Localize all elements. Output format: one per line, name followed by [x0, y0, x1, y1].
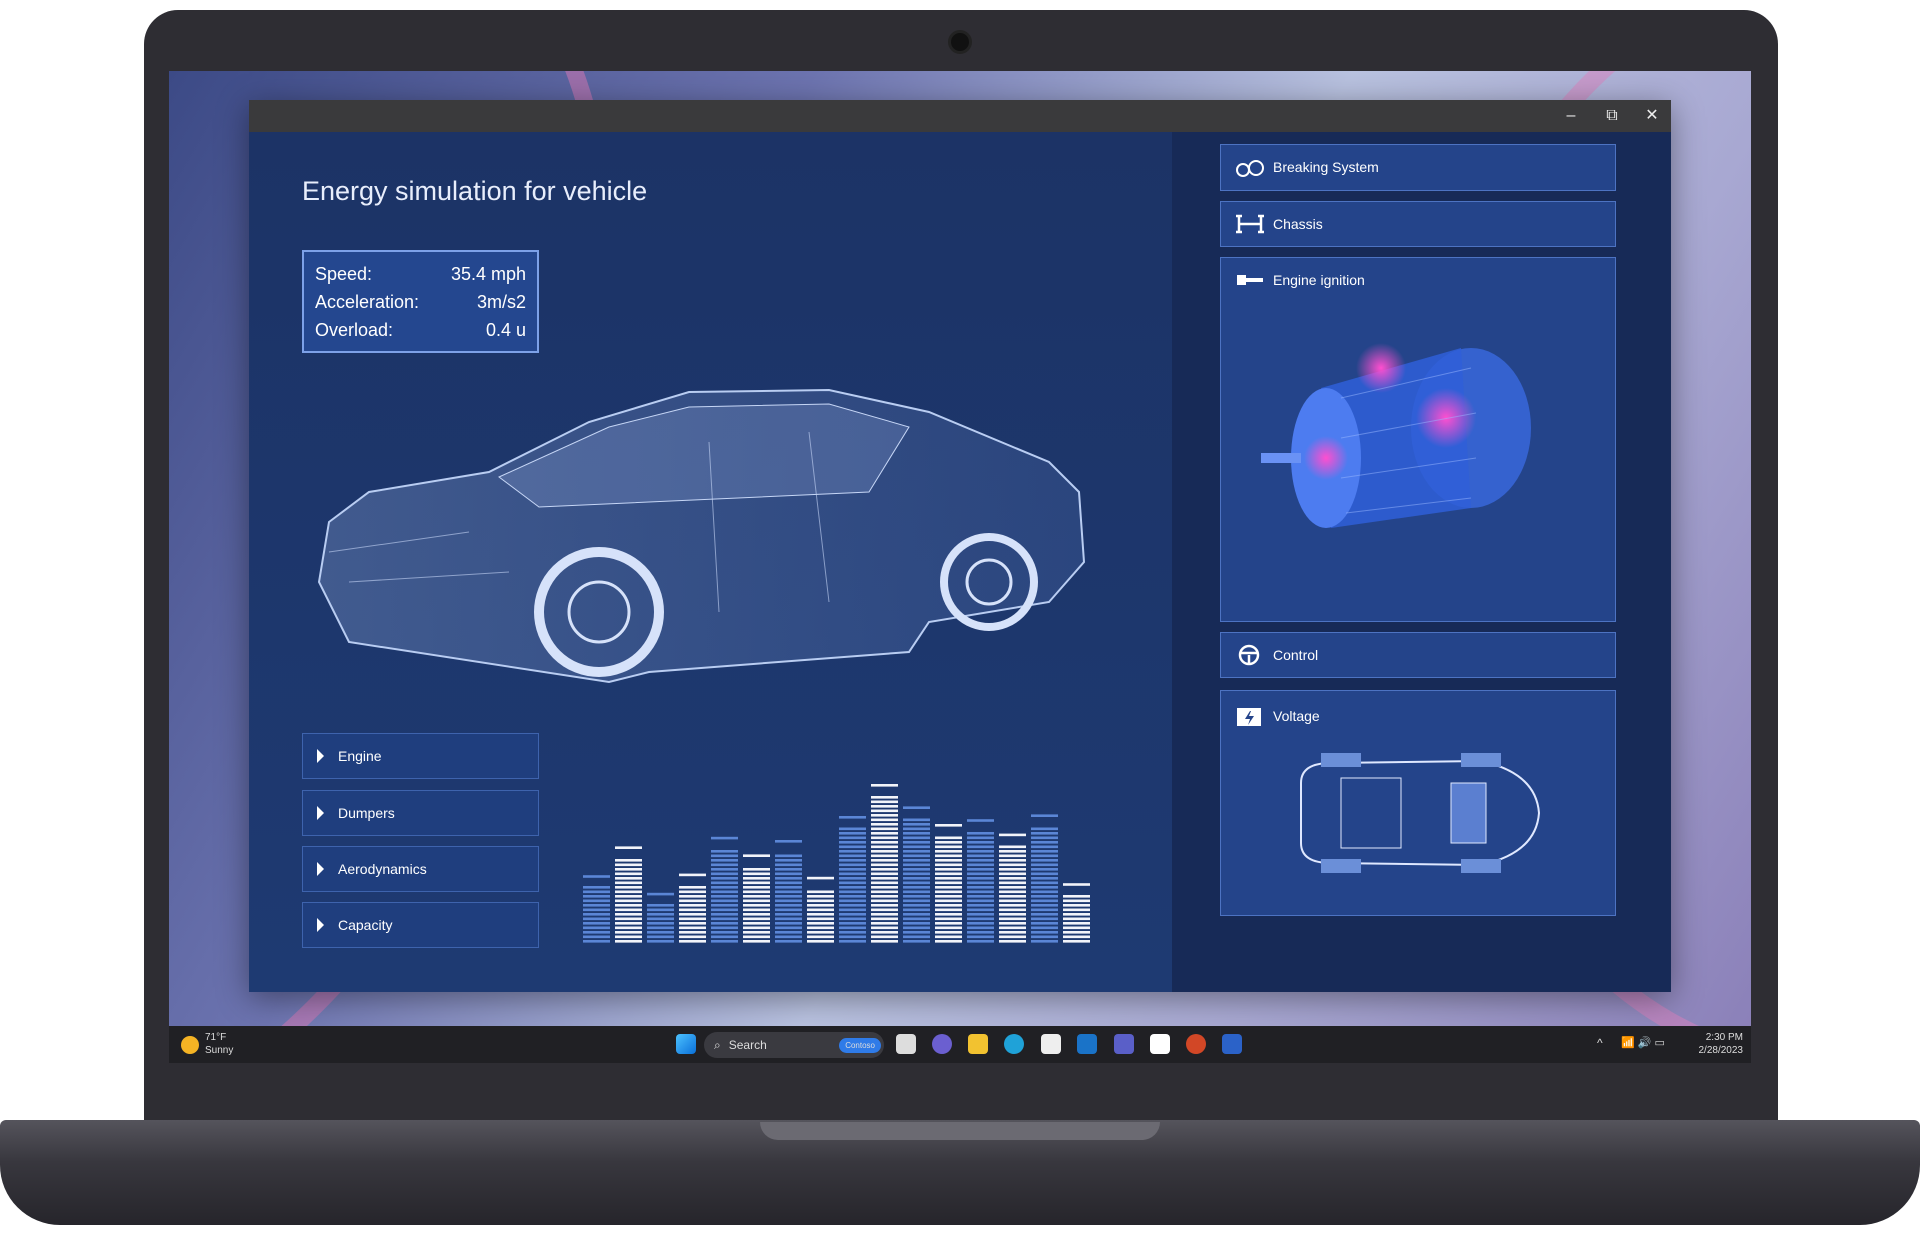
start-icon[interactable] [676, 1034, 696, 1054]
car-top-view-image [1300, 753, 1541, 873]
stat-label: Overload: [315, 320, 394, 340]
stat-value: 3m/s2 [476, 292, 526, 312]
equalizer-bar [903, 806, 930, 943]
search-icon: ⌕ [714, 1037, 721, 1052]
motor-image [1261, 343, 1531, 528]
expand-icon [317, 862, 324, 876]
panel-engine-ignition[interactable]: Engine ignition [1220, 257, 1616, 622]
equalizer-bar [935, 824, 962, 943]
panel-control[interactable]: Control [1220, 632, 1616, 678]
equalizer-bar [583, 875, 610, 943]
desktop-screen: – ⧉ ✕ Energy simulation for vehicle Spee… [169, 71, 1751, 1063]
expand-icon [317, 749, 324, 763]
equalizer-bar [871, 784, 898, 943]
panel-label: Control [1273, 647, 1319, 663]
panel-voltage[interactable]: Voltage [1220, 690, 1616, 916]
section-label: Engine [338, 748, 382, 764]
ignition-icon [1237, 275, 1263, 285]
panel-label: Engine ignition [1273, 272, 1365, 288]
search-badge[interactable]: Contoso [839, 1037, 881, 1053]
teams-chat-icon[interactable] [932, 1034, 952, 1054]
webcam [948, 30, 972, 54]
stat-label: Acceleration: [315, 292, 420, 312]
store-icon[interactable] [1041, 1034, 1061, 1054]
clock-date[interactable]: 2/28/2023 [1698, 1045, 1744, 1056]
equalizer-bar [615, 846, 642, 943]
section-capacity[interactable]: Capacity [302, 902, 539, 948]
panel-chassis[interactable]: Chassis [1220, 201, 1616, 247]
stat-speed: Speed: 35.4 mph [315, 264, 526, 292]
weather-desc: Sunny [205, 1045, 234, 1056]
section-label: Dumpers [338, 805, 395, 821]
powerpoint-icon[interactable] [1186, 1034, 1206, 1054]
equalizer-bar [1063, 883, 1090, 943]
minimize-button[interactable]: – [1566, 107, 1576, 124]
stat-overload: Overload: 0.4 u [315, 320, 526, 348]
battery-icon [1237, 708, 1261, 726]
car-xray-image [317, 388, 1086, 684]
equalizer-bar [807, 876, 834, 943]
page-title: Energy simulation for vehicle [302, 176, 648, 206]
edge-icon[interactable] [1004, 1034, 1024, 1054]
equalizer-bar [647, 892, 674, 943]
equalizer-bar [679, 873, 706, 943]
stat-acceleration: Acceleration: 3m/s2 [315, 292, 526, 320]
panel-label: Voltage [1273, 708, 1320, 724]
close-button[interactable]: ✕ [1645, 107, 1659, 124]
simulation-pane: Energy simulation for vehicle Speed: 35.4… [249, 132, 1172, 992]
restore-button[interactable]: ⧉ [1606, 107, 1618, 124]
equalizer-chart [583, 784, 1090, 943]
app-icon[interactable] [1150, 1034, 1170, 1054]
panel-label: Chassis [1273, 216, 1323, 232]
show-hidden-icons[interactable]: ^ [1597, 1036, 1603, 1050]
stat-value: 0.4 u [485, 320, 526, 340]
components-pane: Breaking System Chassis Engine ignition … [1172, 132, 1671, 992]
app-window: – ⧉ ✕ Energy simulation for vehicle Spee… [249, 100, 1671, 992]
steering-wheel-icon [1238, 644, 1260, 666]
stat-value: 35.4 mph [450, 264, 526, 284]
section-dumpers[interactable]: Dumpers [302, 790, 539, 836]
equalizer-bar [711, 836, 738, 943]
taskbar: 71°F Sunny ⌕ Search Contoso ^ 📶 🔊 ▭ 2:30 … [169, 1026, 1751, 1063]
outlook-icon[interactable] [1077, 1034, 1097, 1054]
panel-label: Breaking System [1273, 159, 1379, 175]
chassis-icon [1236, 214, 1264, 234]
weather-sun-icon[interactable] [181, 1036, 199, 1054]
equalizer-bar [999, 833, 1026, 943]
expand-icon [317, 918, 324, 932]
section-label: Capacity [338, 917, 393, 933]
word-icon[interactable] [1222, 1034, 1242, 1054]
search-box[interactable]: ⌕ Search Contoso [704, 1032, 884, 1058]
search-placeholder: Search [728, 1038, 767, 1052]
equalizer-bar [967, 819, 994, 943]
section-label: Aerodynamics [338, 861, 427, 877]
section-aerodynamics[interactable]: Aerodynamics [302, 846, 539, 892]
brake-icon [1236, 160, 1264, 177]
stats-box: Speed: 35.4 mph Acceleration: 3m/s2 Overlo… [302, 250, 539, 353]
stat-label: Speed: [315, 264, 373, 284]
task-view-icon[interactable] [896, 1034, 916, 1054]
laptop-notch [760, 1122, 1160, 1140]
equalizer-bar [839, 816, 866, 943]
equalizer-bar [775, 840, 802, 943]
clock-time[interactable]: 2:30 PM [1705, 1032, 1743, 1043]
title-bar: – ⧉ ✕ [249, 100, 1671, 132]
panel-breaking-system[interactable]: Breaking System [1220, 144, 1616, 191]
equalizer-bar [743, 854, 770, 943]
network-volume-battery-icons[interactable]: 📶 🔊 ▭ [1621, 1037, 1665, 1049]
weather-temp: 71°F [205, 1032, 227, 1043]
teams-icon[interactable] [1114, 1034, 1134, 1054]
expand-icon [317, 806, 324, 820]
section-engine[interactable]: Engine [302, 733, 539, 779]
equalizer-bar [1031, 814, 1058, 943]
file-explorer-icon[interactable] [968, 1034, 988, 1054]
